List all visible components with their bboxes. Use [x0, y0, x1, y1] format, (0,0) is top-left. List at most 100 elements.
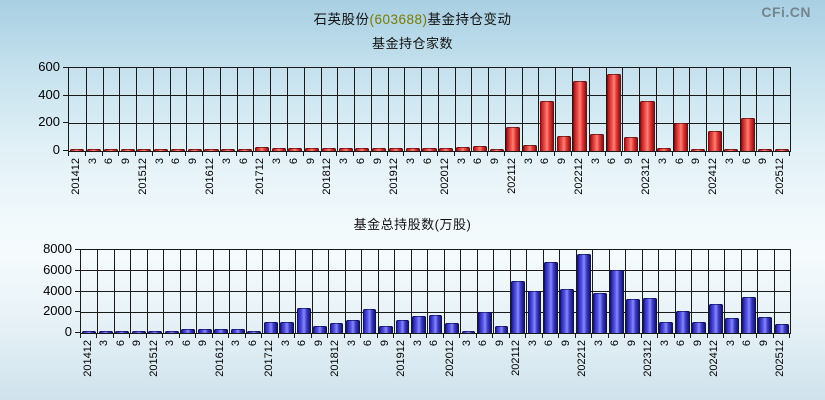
x-axis-tick [228, 334, 229, 338]
x-axis-tick [286, 152, 287, 156]
v-grid-line [269, 68, 271, 151]
bar-201512 [137, 149, 152, 151]
h-grid-line [81, 291, 790, 292]
x-axis-tick [756, 334, 757, 338]
h-grid-line [81, 311, 790, 313]
x-axis-label: 6 [740, 158, 753, 165]
bar-9 [690, 149, 705, 151]
v-grid-line [588, 68, 590, 151]
bar-3 [590, 134, 605, 151]
x-axis-tick [655, 152, 656, 156]
x-axis-tick [588, 152, 589, 156]
x-axis-label: 3 [589, 158, 602, 165]
bar-6 [296, 308, 311, 333]
h-grid-line [69, 95, 790, 97]
bar-6 [675, 311, 690, 333]
bar-9 [305, 148, 320, 151]
bar-3 [412, 316, 426, 333]
x-axis-tick [68, 152, 69, 156]
x-axis-tick [195, 334, 196, 338]
x-axis-tick [492, 334, 493, 338]
x-axis-label: 3 [405, 158, 418, 165]
x-axis-tick [459, 334, 460, 338]
x-axis-label: 202312 [642, 340, 655, 377]
x-axis-tick [454, 152, 455, 156]
x-axis-label: 9 [690, 158, 703, 165]
bar-202112 [511, 281, 525, 333]
x-axis-tick [269, 152, 270, 156]
x-axis-tick [113, 334, 114, 338]
x-axis-label: 202112 [510, 340, 523, 376]
bar-202412 [708, 304, 723, 333]
x-axis-label: 9 [131, 340, 144, 347]
bar-3 [523, 145, 538, 151]
x-axis-tick [525, 334, 526, 338]
x-axis-label: 9 [493, 340, 506, 347]
y-axis-tick [75, 249, 80, 250]
v-grid-line [185, 68, 187, 151]
bar-6 [428, 315, 443, 333]
x-axis-label: 6 [539, 158, 552, 165]
v-grid-line [655, 68, 657, 151]
bar-9 [489, 149, 504, 151]
x-axis-label: 9 [757, 340, 770, 347]
x-axis-label: 3 [153, 158, 166, 165]
x-axis-tick [118, 152, 119, 156]
x-axis-label: 3 [724, 340, 737, 347]
bar-6 [238, 149, 253, 151]
bar-202312 [640, 101, 655, 151]
v-grid-line [740, 250, 742, 333]
x-axis-label: 6 [741, 340, 754, 347]
x-axis-tick [219, 152, 220, 156]
x-axis-tick [688, 152, 689, 156]
x-axis-tick [509, 334, 510, 338]
bar-202512 [774, 149, 789, 151]
x-axis-label: 9 [559, 340, 572, 347]
x-axis-tick [621, 152, 622, 156]
bar-9 [131, 331, 146, 333]
x-axis-label: 9 [312, 340, 325, 347]
v-grid-line [152, 68, 154, 151]
bar-9 [556, 136, 571, 151]
v-grid-line [605, 68, 607, 151]
bar-9 [560, 289, 575, 333]
v-grid-line [212, 250, 214, 333]
x-axis-label: 3 [271, 158, 284, 165]
bar-3 [164, 331, 179, 333]
bar-202012 [445, 323, 459, 333]
x-axis-tick [755, 152, 756, 156]
v-grid-line [129, 250, 131, 333]
bar-202412 [707, 131, 722, 151]
bar-6 [543, 262, 558, 333]
y-axis-tick [75, 311, 80, 313]
v-grid-line [443, 250, 445, 333]
bar-202012 [439, 148, 454, 151]
x-axis-tick [624, 334, 625, 338]
bar-6 [288, 148, 303, 151]
x-axis-tick [311, 334, 312, 338]
x-axis-label: 201912 [388, 158, 401, 195]
x-axis-tick [504, 152, 505, 156]
x-axis-label: 6 [472, 158, 485, 165]
v-grid-line [509, 250, 511, 333]
bar-6 [673, 123, 689, 151]
y-axis-label: 0 [52, 142, 60, 157]
v-grid-line [773, 250, 775, 333]
x-axis-tick [722, 152, 723, 156]
chart1-title: 基金持仓家数 [371, 36, 453, 51]
v-grid-line [353, 68, 355, 151]
v-grid-line [504, 68, 506, 151]
v-grid-line [521, 68, 523, 151]
bar-3 [461, 331, 476, 333]
x-axis-label: 3 [220, 158, 233, 165]
x-axis-label: 202512 [774, 158, 787, 195]
x-axis-tick [739, 152, 740, 156]
v-grid-line [85, 68, 87, 151]
x-axis-label: 9 [691, 340, 704, 347]
x-axis-tick [773, 334, 774, 338]
x-axis-label: 6 [180, 340, 193, 347]
bar-3 [725, 318, 740, 333]
bar-3 [98, 331, 113, 333]
v-grid-line [638, 68, 640, 151]
v-grid-line [96, 250, 98, 333]
